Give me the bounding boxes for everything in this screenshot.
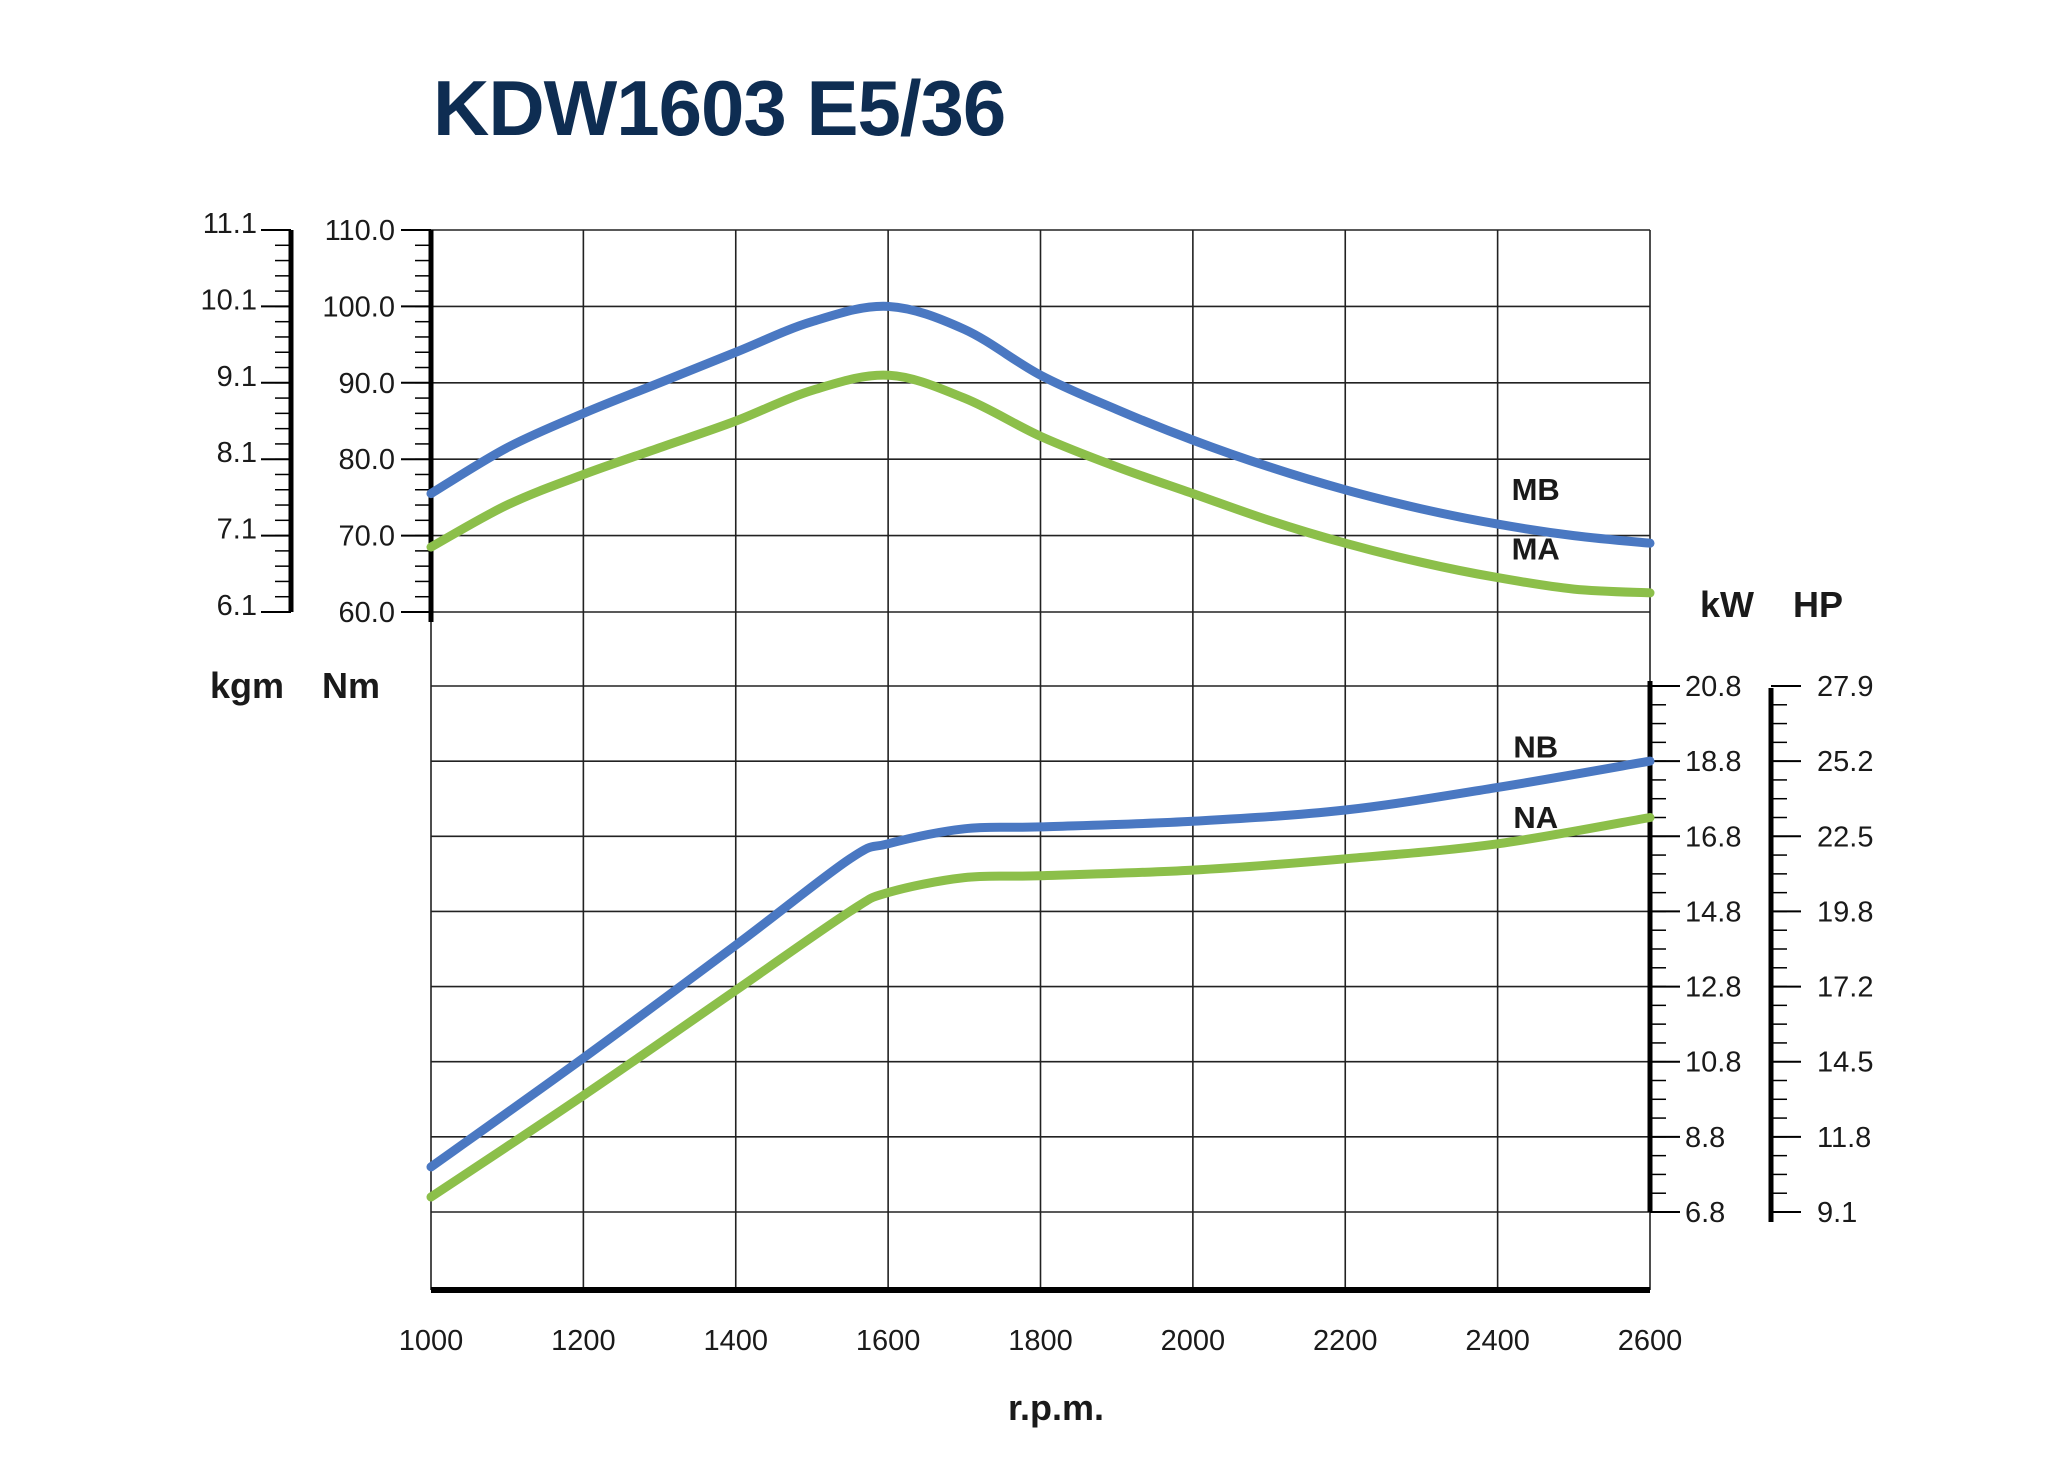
x-axis-label: r.p.m. <box>1008 1387 1104 1428</box>
power-unit-hp: HP <box>1793 584 1843 625</box>
x-tick-label: 1400 <box>703 1325 768 1357</box>
series-line-mb <box>426 301 1655 548</box>
series-line-na <box>426 813 1655 1202</box>
nm-tick-label: 110.0 <box>325 215 395 247</box>
torque-unit-kgm: kgm <box>210 665 284 706</box>
nm-tick-label: 70.0 <box>339 521 395 553</box>
nm-tick-label: 60.0 <box>339 597 395 629</box>
nm-tick-label: 100.0 <box>322 291 395 323</box>
x-tick-label: 1000 <box>399 1325 464 1357</box>
x-tick-label: 1800 <box>1008 1325 1073 1357</box>
kgm-tick-label: 10.1 <box>201 284 257 316</box>
hp-tick-label: 22.5 <box>1817 821 1873 853</box>
x-tick-label: 1600 <box>856 1325 921 1357</box>
kgm-tick-label: 7.1 <box>217 514 257 546</box>
series-label-mb: MB <box>1512 472 1560 507</box>
x-tick-label: 2000 <box>1161 1325 1226 1357</box>
x-tick-label: 2600 <box>1618 1325 1683 1357</box>
kw-tick-label: 10.8 <box>1685 1047 1741 1079</box>
series-label-nb: NB <box>1513 729 1558 764</box>
hp-tick-label: 25.2 <box>1817 746 1873 778</box>
power-unit-kw: kW <box>1700 584 1754 625</box>
hp-tick-label: 27.9 <box>1817 671 1873 703</box>
x-tick-label: 1200 <box>551 1325 616 1357</box>
nm-tick-label: 90.0 <box>339 368 395 400</box>
kw-tick-label: 16.8 <box>1685 821 1741 853</box>
kw-tick-label: 12.8 <box>1685 972 1741 1004</box>
series-line-nb <box>426 756 1655 1172</box>
kw-tick-label: 8.8 <box>1685 1122 1725 1154</box>
series <box>426 301 1655 1202</box>
kgm-tick-label: 9.1 <box>217 361 257 393</box>
x-tick-label: 2400 <box>1465 1325 1530 1357</box>
hp-tick-label: 19.8 <box>1817 896 1873 928</box>
labels: 1000 1200 1400 1600 1800 2000 2200 2400 2600 11.1… <box>201 208 1874 1357</box>
hp-tick-label: 14.5 <box>1817 1047 1873 1079</box>
kw-tick-label: 18.8 <box>1685 746 1741 778</box>
nm-tick-label: 80.0 <box>339 444 395 476</box>
hp-tick-label: 11.8 <box>1817 1122 1871 1154</box>
kgm-tick-label: 6.1 <box>217 590 257 622</box>
kw-tick-label: 6.8 <box>1685 1197 1725 1229</box>
kw-tick-label: 20.8 <box>1685 671 1741 703</box>
torque-unit-nm: Nm <box>322 665 380 706</box>
series-label-na: NA <box>1513 800 1558 835</box>
grid <box>430 229 1651 1290</box>
x-tick-label: 2200 <box>1313 1325 1378 1357</box>
series-label-ma: MA <box>1512 532 1560 567</box>
kw-tick-label: 14.8 <box>1685 896 1741 928</box>
hp-tick-label: 9.1 <box>1817 1197 1857 1229</box>
chart-title: KDW1603 E5/36 <box>433 64 1005 152</box>
kgm-tick-label: 11.1 <box>203 208 257 240</box>
kgm-tick-label: 8.1 <box>217 437 257 469</box>
axes <box>261 229 1801 1293</box>
series-line-ma <box>426 370 1655 598</box>
hp-tick-label: 17.2 <box>1817 972 1873 1004</box>
